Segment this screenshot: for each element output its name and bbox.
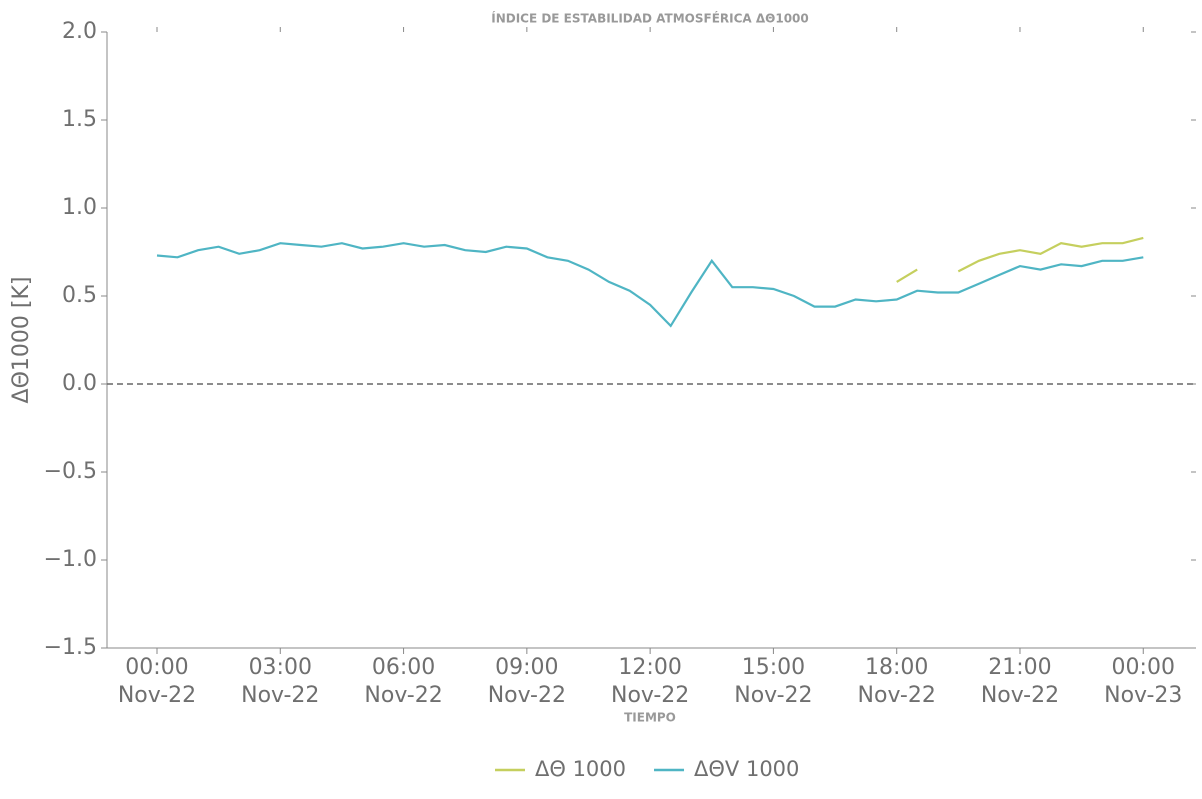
y-tick-label: 0.0 — [62, 371, 97, 396]
y-tick-label: 0.5 — [62, 283, 97, 308]
x-tick-label: 00:00 Nov-23 — [1104, 655, 1182, 708]
y-axis-label: ΔΘ1000 [K] — [9, 277, 34, 404]
x-tick-label: 03:00 Nov-22 — [241, 655, 319, 708]
legend-label: ΔΘV 1000 — [694, 757, 799, 781]
y-tick-label: 1.0 — [62, 195, 97, 220]
chart-title: ÍNDICE DE ESTABILIDAD ATMOSFÉRICA ΔΘ1000 — [491, 11, 809, 26]
y-tick-label: −1.0 — [44, 547, 97, 572]
x-tick-label: 09:00 Nov-22 — [488, 655, 566, 708]
x-tick-label: 06:00 Nov-22 — [364, 655, 442, 708]
x-tick-label: 21:00 Nov-22 — [981, 655, 1059, 708]
y-tick-label: −0.5 — [44, 459, 97, 484]
x-tick-label: 12:00 Nov-22 — [611, 655, 689, 708]
y-tick-label: 1.5 — [62, 107, 97, 132]
x-tick-label: 15:00 Nov-22 — [734, 655, 812, 708]
y-tick-label: −1.5 — [44, 635, 97, 660]
x-tick-label: 00:00 Nov-22 — [118, 655, 196, 708]
y-tick-label: 2.0 — [62, 19, 97, 44]
x-tick-label: 18:00 Nov-22 — [858, 655, 936, 708]
series-line — [156, 242, 1144, 328]
x-axis-label: TIEMPO — [624, 711, 676, 725]
legend-label: ΔΘ 1000 — [535, 757, 626, 781]
series-line — [896, 236, 1144, 283]
